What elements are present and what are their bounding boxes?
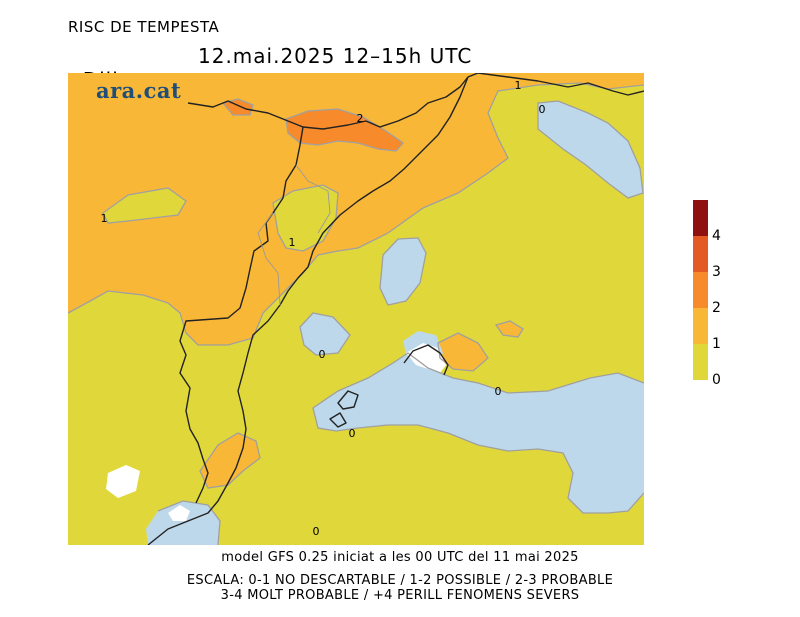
legend-swatch-level-4 bbox=[693, 236, 708, 272]
contour-label: 1 bbox=[101, 212, 108, 225]
contour-label: 1 bbox=[289, 236, 296, 249]
legend-label-1: 1 bbox=[712, 336, 721, 352]
model-info: model GFS 0.25 iniciat a les 00 UTC del … bbox=[221, 550, 579, 565]
legend-swatch-level-3 bbox=[693, 272, 708, 308]
legend-swatch-level-1 bbox=[693, 344, 708, 380]
risk-area-below-scale-west bbox=[106, 465, 140, 498]
legend-label-3: 3 bbox=[712, 264, 721, 280]
storm-risk-map: 1 0 2 1 1 0 0 0 0 0 bbox=[68, 73, 644, 545]
forecast-datetime: Dilluns 12.mai.2025 12–15h UTC bbox=[68, 44, 472, 116]
contour-label: 0 bbox=[539, 103, 546, 116]
scale-description-line-2: 3-4 MOLT PROBABLE / +4 PERILL FENOMENS S… bbox=[220, 588, 580, 603]
legend-label-0: 0 bbox=[712, 372, 721, 388]
contour-labels: 1 0 2 1 1 0 0 0 0 0 bbox=[101, 79, 546, 538]
legend-label-2: 2 bbox=[712, 300, 721, 316]
risk-area-level-3-north-east bbox=[286, 109, 403, 151]
risk-area-level-1-island bbox=[103, 188, 186, 223]
contour-label: 0 bbox=[349, 427, 356, 440]
contour-label: 2 bbox=[357, 112, 364, 125]
legend-swatch-level-2 bbox=[693, 308, 708, 344]
contour-label: 0 bbox=[313, 525, 320, 538]
color-scale-legend bbox=[693, 200, 708, 380]
risk-area-level-0-sea-south bbox=[313, 353, 644, 513]
risk-area-level-2-west bbox=[68, 73, 644, 345]
risk-contours bbox=[68, 82, 644, 545]
risk-area-below-scale-south bbox=[168, 505, 190, 521]
risk-area-level-0-pocket bbox=[300, 313, 350, 355]
contour-label: 0 bbox=[495, 385, 502, 398]
risk-area-level-2-coast bbox=[438, 333, 488, 371]
contour-label: 1 bbox=[515, 79, 522, 92]
risk-area-level-0-sea-east bbox=[538, 101, 643, 198]
risk-area-level-2-south bbox=[200, 433, 260, 488]
legend-swatch-level-5 bbox=[693, 200, 708, 236]
map-title: RISC DE TEMPESTA bbox=[68, 18, 220, 36]
ara-cat-logo: ara.cat bbox=[96, 78, 182, 103]
regional-borders bbox=[257, 164, 331, 306]
contour-label: 0 bbox=[319, 348, 326, 361]
legend-label-4: 4 bbox=[712, 228, 721, 244]
risk-area-level-0-sea-centre bbox=[380, 238, 426, 305]
scale-description-line-1: ESCALA: 0-1 NO DESCARTABLE / 1-2 POSSIBL… bbox=[186, 573, 614, 588]
forecast-date: 12.mai.2025 12–15h UTC bbox=[198, 44, 473, 68]
